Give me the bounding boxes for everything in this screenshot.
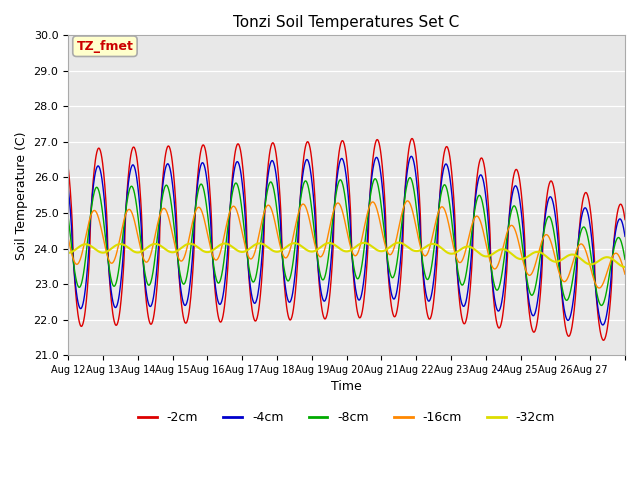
Text: TZ_fmet: TZ_fmet xyxy=(77,40,133,53)
Title: Tonzi Soil Temperatures Set C: Tonzi Soil Temperatures Set C xyxy=(234,15,460,30)
X-axis label: Time: Time xyxy=(332,381,362,394)
Y-axis label: Soil Temperature (C): Soil Temperature (C) xyxy=(15,131,28,260)
Legend: -2cm, -4cm, -8cm, -16cm, -32cm: -2cm, -4cm, -8cm, -16cm, -32cm xyxy=(133,406,560,429)
